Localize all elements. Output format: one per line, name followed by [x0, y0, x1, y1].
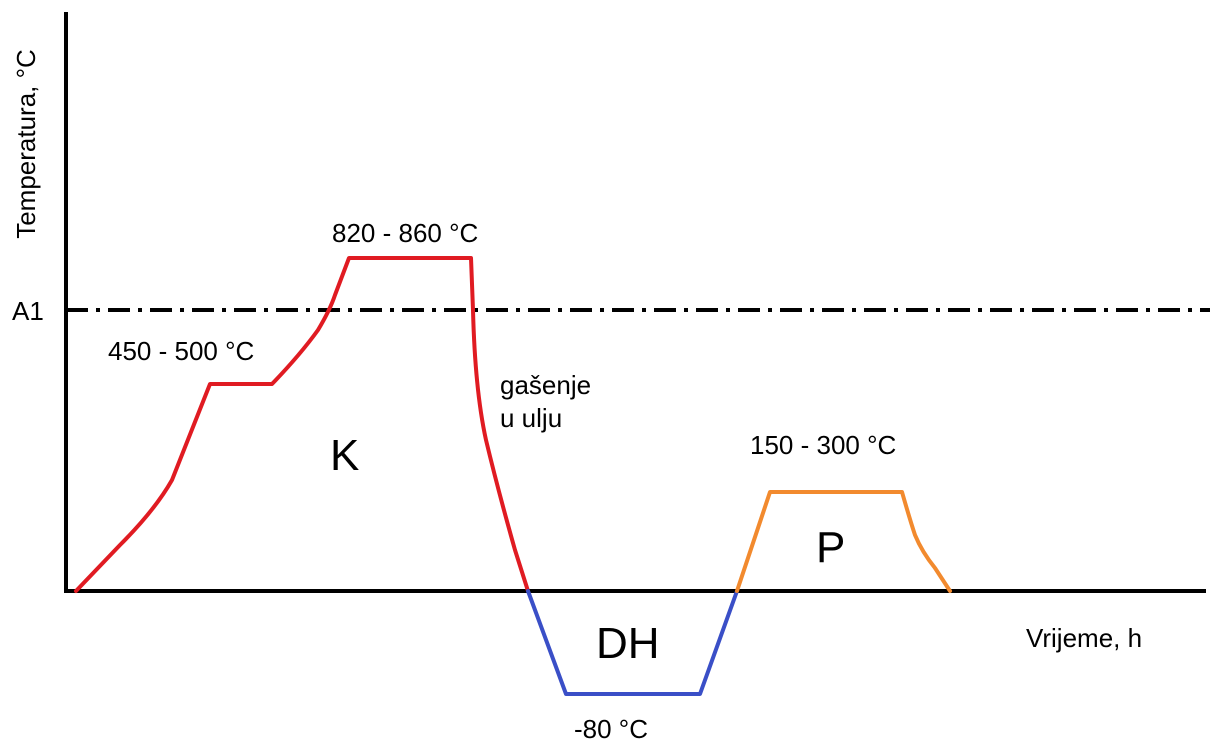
tempering-curve [735, 490, 952, 593]
y-axis-label-text: Temperatura, °C [11, 49, 41, 239]
a1-label: A1 [12, 296, 44, 326]
stage-label-deep-cooling: DH [596, 619, 660, 668]
deep-cool-temperature-label: -80 °C [574, 714, 648, 744]
x-axis-label: Vrijeme, h [1026, 623, 1143, 653]
y-axis-label: Temperatura, °C [8, 24, 44, 264]
temper-temperature-label: 150 - 300 °C [750, 430, 897, 460]
quench-label-line1: gašenje [500, 370, 592, 400]
quench-label-line2: u ulju [500, 403, 563, 433]
hardening-curve [74, 256, 530, 593]
austenitize-temperature-label: 820 - 860 °C [332, 218, 479, 248]
stage-label-hardening: K [330, 431, 360, 480]
deep-cooling-curve [526, 589, 739, 696]
stage-label-tempering: P [816, 523, 846, 572]
preheat-temperature-label: 450 - 500 °C [108, 336, 255, 366]
